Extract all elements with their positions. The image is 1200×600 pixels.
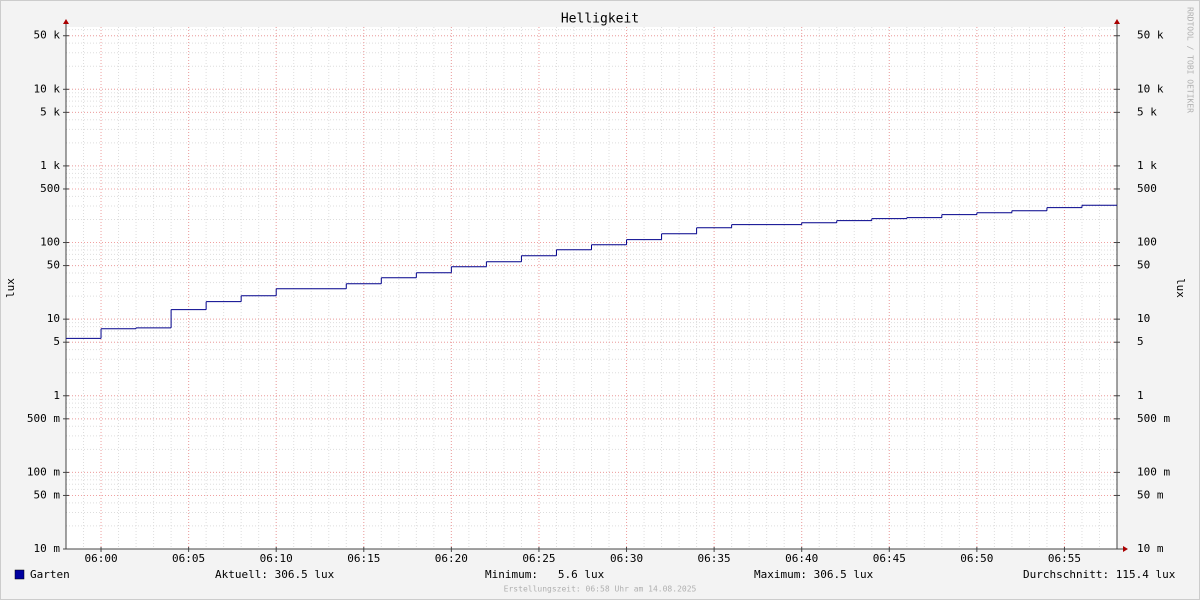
y-tick-label: 1 — [53, 389, 60, 402]
watermark: RRDTOOL / TOBI OETIKER — [1186, 7, 1195, 113]
x-tick-label: 06:25 — [522, 552, 555, 565]
y-axis-label: lux — [4, 278, 17, 298]
footer: Erstellungszeit: 06:58 Uhr am 14.08.2025 — [504, 585, 697, 594]
x-tick-label: 06:40 — [785, 552, 818, 565]
x-tick-label: 06:30 — [610, 552, 643, 565]
y-tick-label: 10 m — [34, 542, 61, 555]
y-tick-label-right: 10 — [1137, 312, 1150, 325]
y-tick-label: 100 — [40, 236, 60, 249]
y-tick-label-right: 500 — [1137, 182, 1157, 195]
y-tick-label-right: 10 m — [1137, 542, 1164, 555]
y-tick-label: 100 m — [27, 465, 60, 478]
y-tick-label-right: 10 k — [1137, 82, 1164, 95]
x-tick-label: 06:50 — [960, 552, 993, 565]
y-tick-label: 50 k — [34, 29, 61, 42]
y-tick-label: 5 — [53, 335, 60, 348]
x-tick-label: 06:35 — [698, 552, 731, 565]
x-tick-label: 06:15 — [347, 552, 380, 565]
y-tick-label-right: 5 — [1137, 335, 1144, 348]
y-tick-label-right: 1 — [1137, 389, 1144, 402]
y-tick-label-right: 100 — [1137, 236, 1157, 249]
x-tick-label: 06:05 — [172, 552, 205, 565]
x-tick-label: 06:20 — [435, 552, 468, 565]
y-tick-label-right: 1 k — [1137, 159, 1157, 172]
arrow — [1114, 19, 1120, 24]
y-tick-label: 10 k — [34, 82, 61, 95]
x-tick-label: 06:00 — [84, 552, 117, 565]
x-tick-label: 06:45 — [873, 552, 906, 565]
y-tick-label-right: 50 k — [1137, 29, 1164, 42]
y-tick-label: 1 k — [40, 159, 60, 172]
stat: Maximum: 306.5 lux — [754, 568, 874, 581]
legend-swatch — [14, 569, 25, 580]
y-tick-label-right: 100 m — [1137, 465, 1170, 478]
y-tick-label: 500 m — [27, 412, 60, 425]
arrow — [63, 19, 69, 24]
y-tick-label-right: 500 m — [1137, 412, 1170, 425]
arrow — [1123, 546, 1128, 552]
y-tick-label: 50 m — [34, 488, 61, 501]
stat: Minimum: 5.6 lux — [485, 568, 605, 581]
y-tick-label-right: 5 k — [1137, 105, 1157, 118]
y-tick-label: 5 k — [40, 105, 60, 118]
y-tick-label-right: 50 m — [1137, 488, 1164, 501]
chart-title: Helligkeit — [561, 12, 639, 27]
x-tick-label: 06:55 — [1048, 552, 1081, 565]
stat: Aktuell: 306.5 lux — [215, 568, 335, 581]
y-tick-label: 50 — [47, 259, 60, 272]
y-tick-label: 500 — [40, 182, 60, 195]
y-axis-label-right: lux — [1174, 278, 1187, 298]
x-tick-label: 06:10 — [260, 552, 293, 565]
stat: Durchschnitt: 115.4 lux — [1023, 568, 1176, 581]
y-tick-label: 10 — [47, 312, 60, 325]
legend-label: Garten — [30, 568, 70, 581]
y-tick-label-right: 50 — [1137, 259, 1150, 272]
